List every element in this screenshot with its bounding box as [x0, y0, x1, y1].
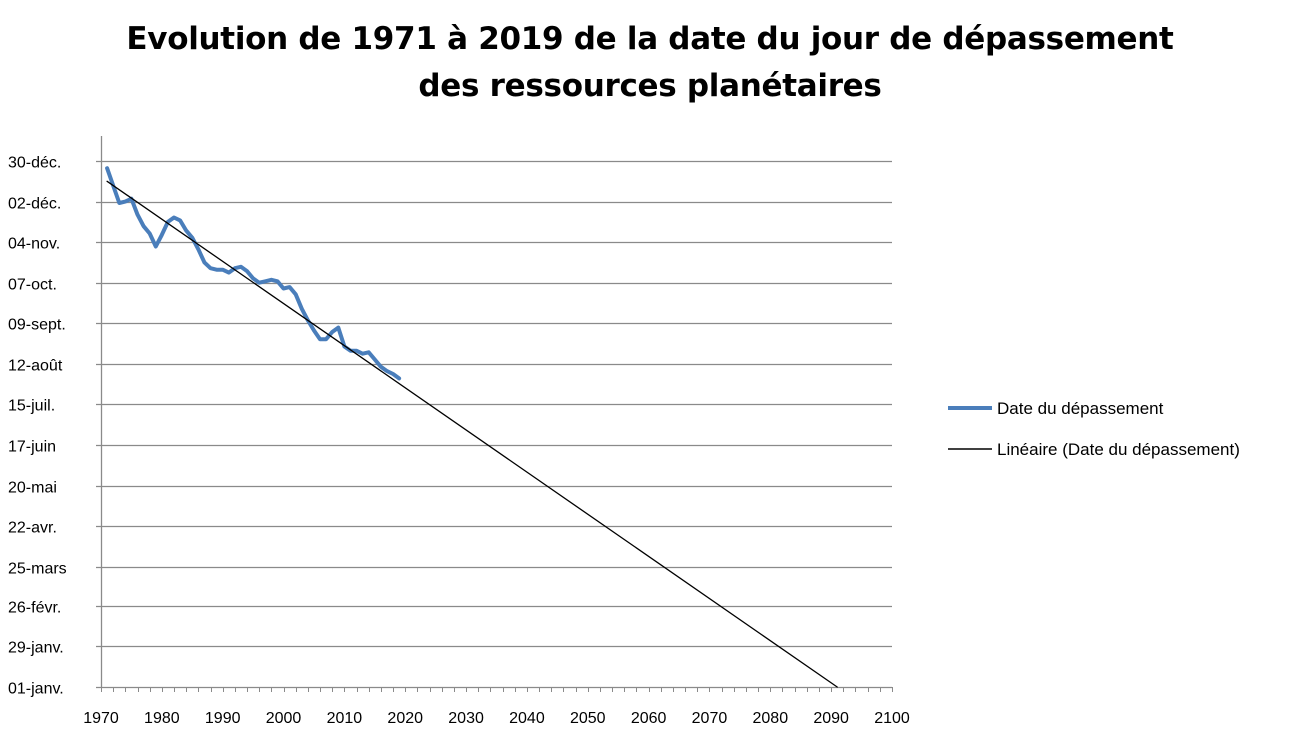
- y-tick-label: 29-janv.: [8, 640, 64, 657]
- y-tick-label: 25-mars: [8, 561, 67, 578]
- x-tick-label: 1980: [144, 710, 180, 727]
- trendline-lineaire: [106, 180, 838, 688]
- y-tick-label: 20-mai: [8, 480, 57, 497]
- x-tick-label: 2090: [813, 710, 849, 727]
- chart-title-line-2: des ressources planétaires: [418, 68, 882, 104]
- y-tick-label: 12-août: [8, 358, 63, 375]
- chart-title: Evolution de 1971 à 2019 de la date du j…: [0, 16, 1300, 110]
- y-tick-label: 07-oct.: [8, 277, 57, 294]
- y-tick-label: 09-sept.: [8, 317, 66, 334]
- y-tick-label: 30-déc.: [8, 155, 61, 172]
- legend: Date du dépassement Linéaire (Date du dép…: [948, 399, 1240, 459]
- y-tick-label: 15-juil.: [8, 398, 55, 415]
- y-tick-label: 02-déc.: [8, 196, 61, 213]
- x-tick-label: 2030: [448, 710, 484, 727]
- series-lines: [105, 166, 838, 688]
- y-tick-labels: 01-janv. 29-janv. 26-févr. 25-mars 22-avr. 20…: [8, 155, 67, 698]
- y-tick-label: 17-juin: [8, 439, 56, 456]
- gridlines: [96, 160, 892, 648]
- x-tick-label: 2060: [631, 710, 667, 727]
- chart-title-line-1: Evolution de 1971 à 2019 de la date du j…: [126, 21, 1174, 57]
- x-tick-label: 2040: [509, 710, 545, 727]
- legend-label-data: Date du dépassement: [997, 399, 1164, 418]
- series-line-date-du-depassement: [105, 166, 402, 381]
- axes: [96, 136, 893, 692]
- legend-label-trend: Linéaire (Date du dépassement): [997, 440, 1240, 459]
- x-tick-label: 2080: [753, 710, 789, 727]
- y-tick-label: 04-nov.: [8, 236, 60, 253]
- x-tick-label: 2000: [266, 710, 302, 727]
- x-tick-label: 2010: [327, 710, 363, 727]
- y-tick-label: 01-janv.: [8, 681, 64, 698]
- x-tick-label: 2100: [874, 710, 910, 727]
- y-tick-label: 26-févr.: [8, 600, 61, 617]
- y-tick-label: 22-avr.: [8, 520, 57, 537]
- x-tick-label: 2050: [570, 710, 606, 727]
- x-tick-label: 1990: [205, 710, 241, 727]
- x-tick-label: 2070: [692, 710, 728, 727]
- x-tick-label: 1970: [83, 710, 119, 727]
- x-tick-labels: 1970 1980 1990 2000 2010 2020 2030 2040 2050 2060…: [83, 710, 910, 727]
- x-tick-label: 2020: [387, 710, 423, 727]
